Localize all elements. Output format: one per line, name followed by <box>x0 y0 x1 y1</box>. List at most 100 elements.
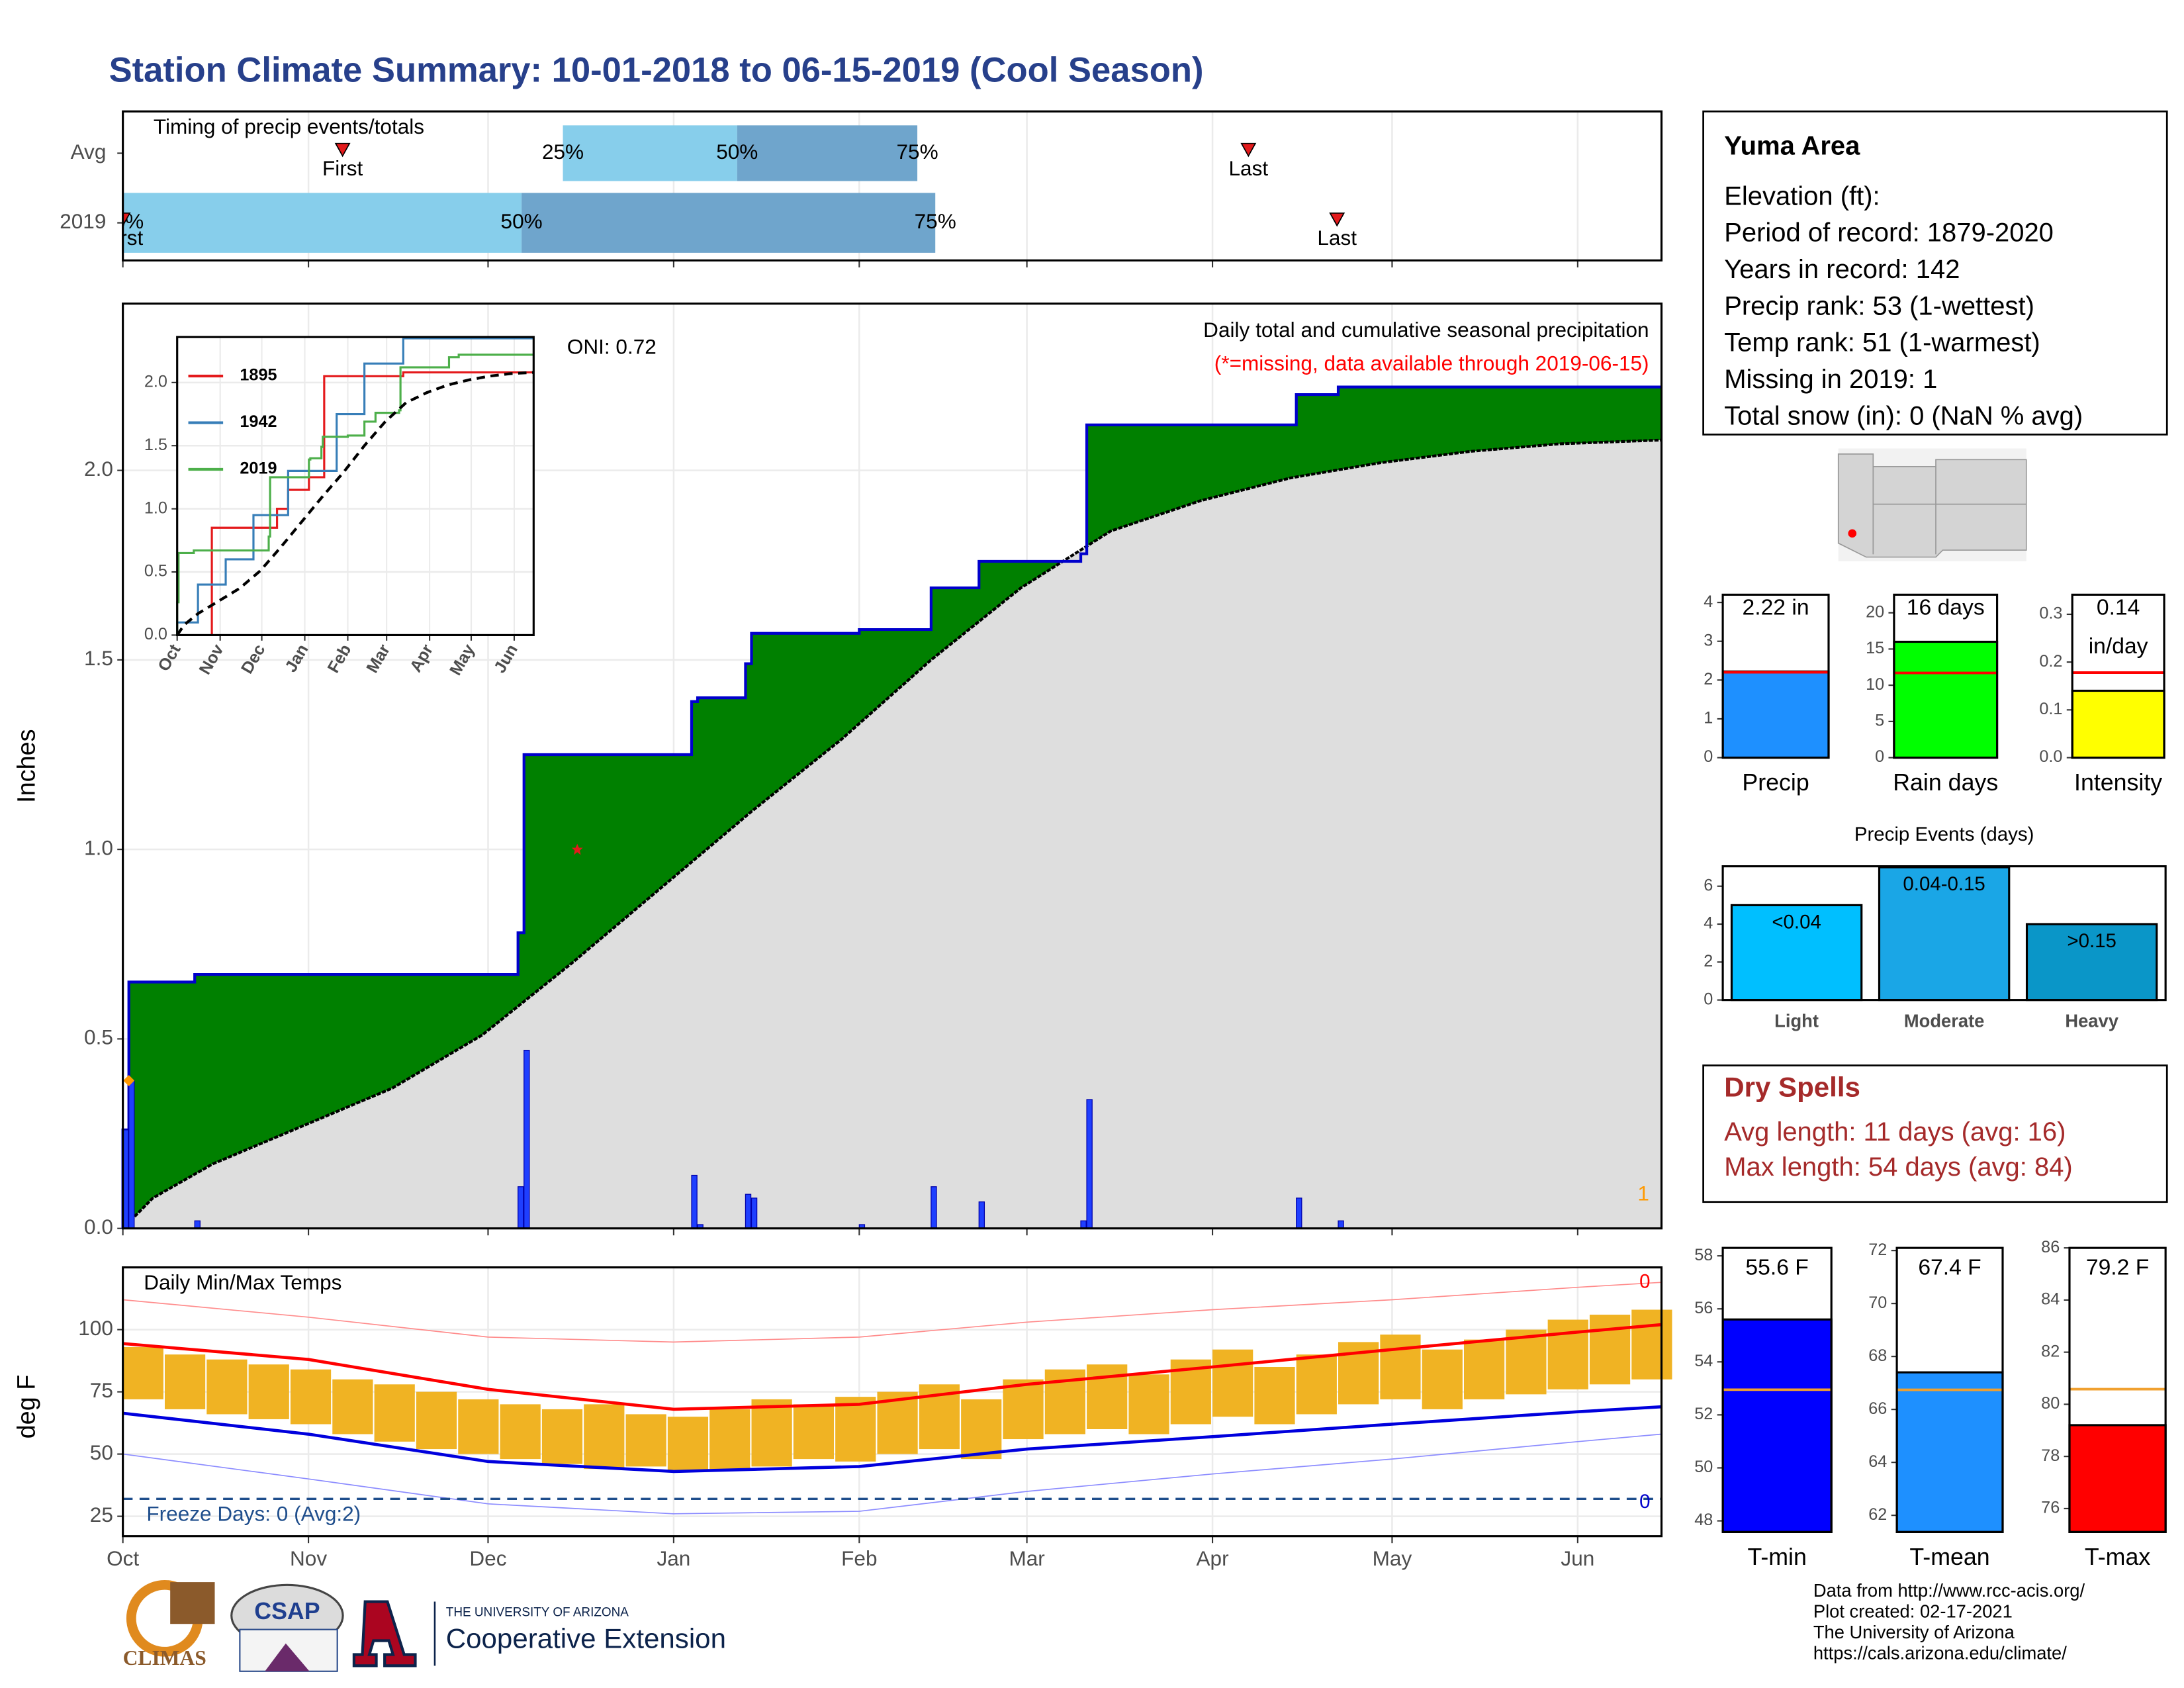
quartile-label: 75% <box>897 140 938 164</box>
bar-value-label: 67.4 F <box>1918 1256 1981 1280</box>
quartile-bar <box>522 193 936 253</box>
event-marker <box>122 212 131 227</box>
y-tick-label: 0.5 <box>84 1025 113 1049</box>
station-lines: Elevation (ft): Period of record: 1879-20… <box>1724 181 2083 430</box>
temp-range-bar <box>961 1399 1002 1460</box>
x-tick-label: Heavy <box>2065 1011 2118 1031</box>
extension-text: Cooperative Extension <box>446 1623 726 1654</box>
series-line <box>176 337 534 635</box>
x-tick-label: Dec <box>469 1546 506 1570</box>
bar <box>1878 866 2011 1002</box>
daily-bar <box>518 1186 524 1229</box>
y-tick-label: 1.0 <box>144 498 167 517</box>
event-label: First <box>103 226 144 250</box>
bar <box>2025 923 2158 1002</box>
temp-range-bar <box>1003 1379 1044 1440</box>
temp-range-bar <box>709 1409 751 1470</box>
legend-label: 2019 <box>240 459 277 478</box>
bar-value-label: 16 days <box>1907 595 1985 620</box>
station-line: Period of record: 1879-2020 <box>1724 218 2054 248</box>
y-tick-label: 25 <box>90 1503 113 1526</box>
panel-title: Daily Min/Max Temps <box>144 1270 341 1294</box>
series-line <box>175 371 534 636</box>
plot-frame <box>2068 1246 2167 1533</box>
x-tick-label: Nov <box>290 1546 327 1570</box>
plot-frame <box>122 303 1663 1230</box>
x-tick-label: May <box>1373 1546 1412 1570</box>
dry-spells-line: Avg length: 11 days (avg: 16) <box>1724 1117 2066 1147</box>
x-tick-label: T-max <box>2085 1544 2150 1570</box>
bar <box>2068 1424 2167 1533</box>
station-name: Yuma Area <box>1724 132 1860 161</box>
temp-range-bar <box>1212 1349 1253 1417</box>
y-tick-label: 20 <box>1866 602 1884 621</box>
freeze-label: Freeze Days: 0 (Avg:2) <box>146 1501 361 1525</box>
temp-range-bar <box>290 1369 332 1425</box>
csap-mountain <box>265 1643 310 1671</box>
normal-max-line <box>122 1323 1662 1411</box>
credit-line: The University of Arizona <box>1813 1622 2015 1642</box>
event-marker <box>334 142 351 158</box>
temp-range-bar <box>584 1404 625 1470</box>
data-marker <box>123 1074 135 1086</box>
plot-frame <box>1721 1246 1833 1533</box>
y-tick-label: 2.0 <box>144 373 167 391</box>
temp-range-bar <box>1380 1335 1421 1399</box>
bar-value-label: <0.04 <box>1772 912 1821 933</box>
x-tick-label: Feb <box>841 1546 877 1570</box>
temp-range-bar <box>374 1384 415 1442</box>
bar <box>1730 904 1863 1002</box>
climas-logo-text: CLIMAS <box>123 1646 206 1669</box>
y-tick-label: 50 <box>90 1440 113 1464</box>
y-tick-label: 3 <box>1704 631 1713 649</box>
average-line <box>122 438 1662 1230</box>
temp-range-bar <box>1547 1319 1588 1389</box>
x-tick-label: Intensity <box>2074 769 2162 796</box>
y-tick-label: 1.0 <box>84 835 113 859</box>
x-tick-label: Rain days <box>1893 769 1998 796</box>
temp-range-bar <box>458 1399 499 1454</box>
map-region <box>1837 453 2027 558</box>
temp-range-bar <box>1254 1366 1295 1425</box>
temp-range-bar <box>1631 1309 1672 1380</box>
bar-value-label: 2.22 in <box>1743 595 1809 620</box>
chart-subtitle: Daily total and cumulative seasonal prec… <box>1203 318 1649 342</box>
x-tick-label: Oct <box>107 1546 139 1570</box>
y-tick-label: 0 <box>1704 990 1713 1008</box>
bar-value-label: 0.14 <box>2097 595 2140 620</box>
temp-range-bar <box>1296 1354 1337 1415</box>
plot-frame <box>1721 593 1830 759</box>
series-line <box>210 371 534 635</box>
y-tick-label: 86 <box>2041 1238 2060 1256</box>
y-tick-label: 70 <box>1868 1293 1887 1312</box>
y-tick-label: 68 <box>1868 1346 1887 1365</box>
temp-range-bar <box>248 1364 289 1419</box>
quartile-label: 50% <box>716 140 758 164</box>
page-title: Station Climate Summary: 10-01-2018 to 0… <box>109 50 1204 89</box>
temp-range-bar <box>500 1404 541 1460</box>
bar-value-label: 55.6 F <box>1745 1256 1808 1280</box>
y-tick-label: 100 <box>78 1316 113 1340</box>
daily-bar <box>1080 1220 1087 1229</box>
series-line <box>176 353 534 635</box>
x-tick-label: T-mean <box>1909 1544 1989 1570</box>
station-line: Years in record: 142 <box>1724 255 1960 284</box>
station-line: Total snow (in): 0 (NaN % avg) <box>1724 401 2083 430</box>
event-label: Last <box>1317 226 1357 250</box>
bar-value-label: 0.04-0.15 <box>1903 873 1985 895</box>
bar <box>2071 689 2165 759</box>
record-min-line <box>122 1433 1662 1515</box>
plot-frame <box>1895 1246 2004 1533</box>
quartile-label: 25% <box>542 140 584 164</box>
plot-frame <box>1721 865 2167 1002</box>
station-line: Precip rank: 53 (1-wettest) <box>1724 291 2034 320</box>
y-tick-label: 6 <box>1704 876 1713 894</box>
y-tick-label: 0.0 <box>2039 747 2062 766</box>
record-low-count: 0 <box>1639 1491 1650 1513</box>
daily-bar <box>931 1186 937 1229</box>
station-line: Missing in 2019: 1 <box>1724 365 1937 394</box>
y-tick-label: 5 <box>1875 712 1884 730</box>
temp-range-bar <box>1463 1339 1505 1399</box>
